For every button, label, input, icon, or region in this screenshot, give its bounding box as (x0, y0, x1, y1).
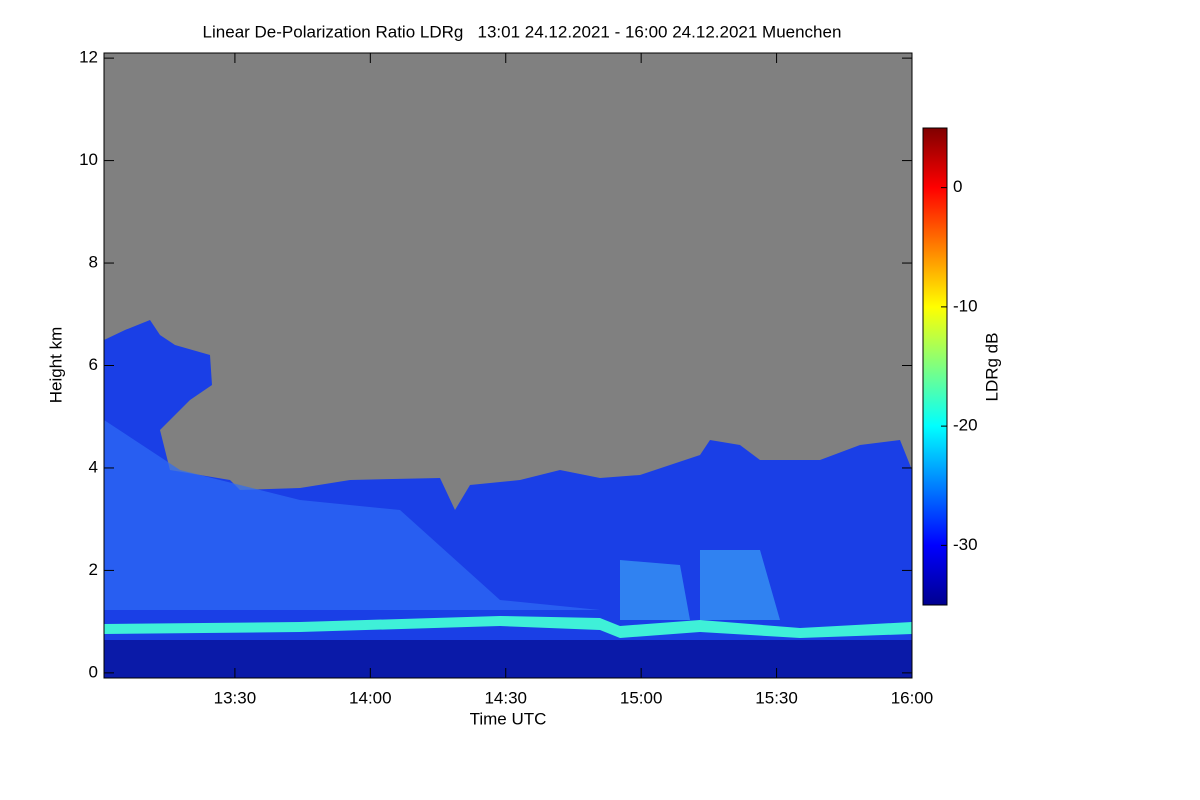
y-tick-label: 6 (89, 355, 98, 374)
colorbar-tick-label: -10 (953, 296, 978, 315)
x-tick-label: 15:00 (620, 688, 663, 707)
layer-1km (104, 616, 912, 638)
y-tick-label: 10 (79, 150, 98, 169)
y-tick-label: 2 (89, 560, 98, 579)
colorbar-label: LDRg dB (982, 333, 1001, 402)
data-field (104, 53, 912, 678)
x-tick-label: 14:30 (484, 688, 527, 707)
chart-title: Linear De-Polarization Ratio LDRg 13:01 … (203, 22, 842, 41)
colorbar (922, 127, 948, 606)
y-tick-label: 8 (89, 253, 98, 272)
colorbar-tick-label: -30 (953, 535, 978, 554)
x-axis-label: Time UTC (470, 709, 547, 728)
x-tick-label: 16:00 (891, 688, 934, 707)
x-tick-label: 13:30 (214, 688, 257, 707)
x-tick-label: 14:00 (349, 688, 392, 707)
colorbar-tick-label: -20 (953, 416, 978, 435)
y-tick-label: 0 (89, 662, 98, 681)
colorbar-tick-label: 0 (953, 177, 962, 196)
fall-streaks (620, 550, 780, 620)
lower-layer (104, 640, 912, 678)
y-tick-label: 12 (79, 48, 98, 67)
precip-region (104, 420, 600, 610)
y-axis-label: Height km (46, 327, 65, 404)
x-tick-label: 15:30 (755, 688, 798, 707)
y-tick-label: 4 (89, 457, 98, 476)
